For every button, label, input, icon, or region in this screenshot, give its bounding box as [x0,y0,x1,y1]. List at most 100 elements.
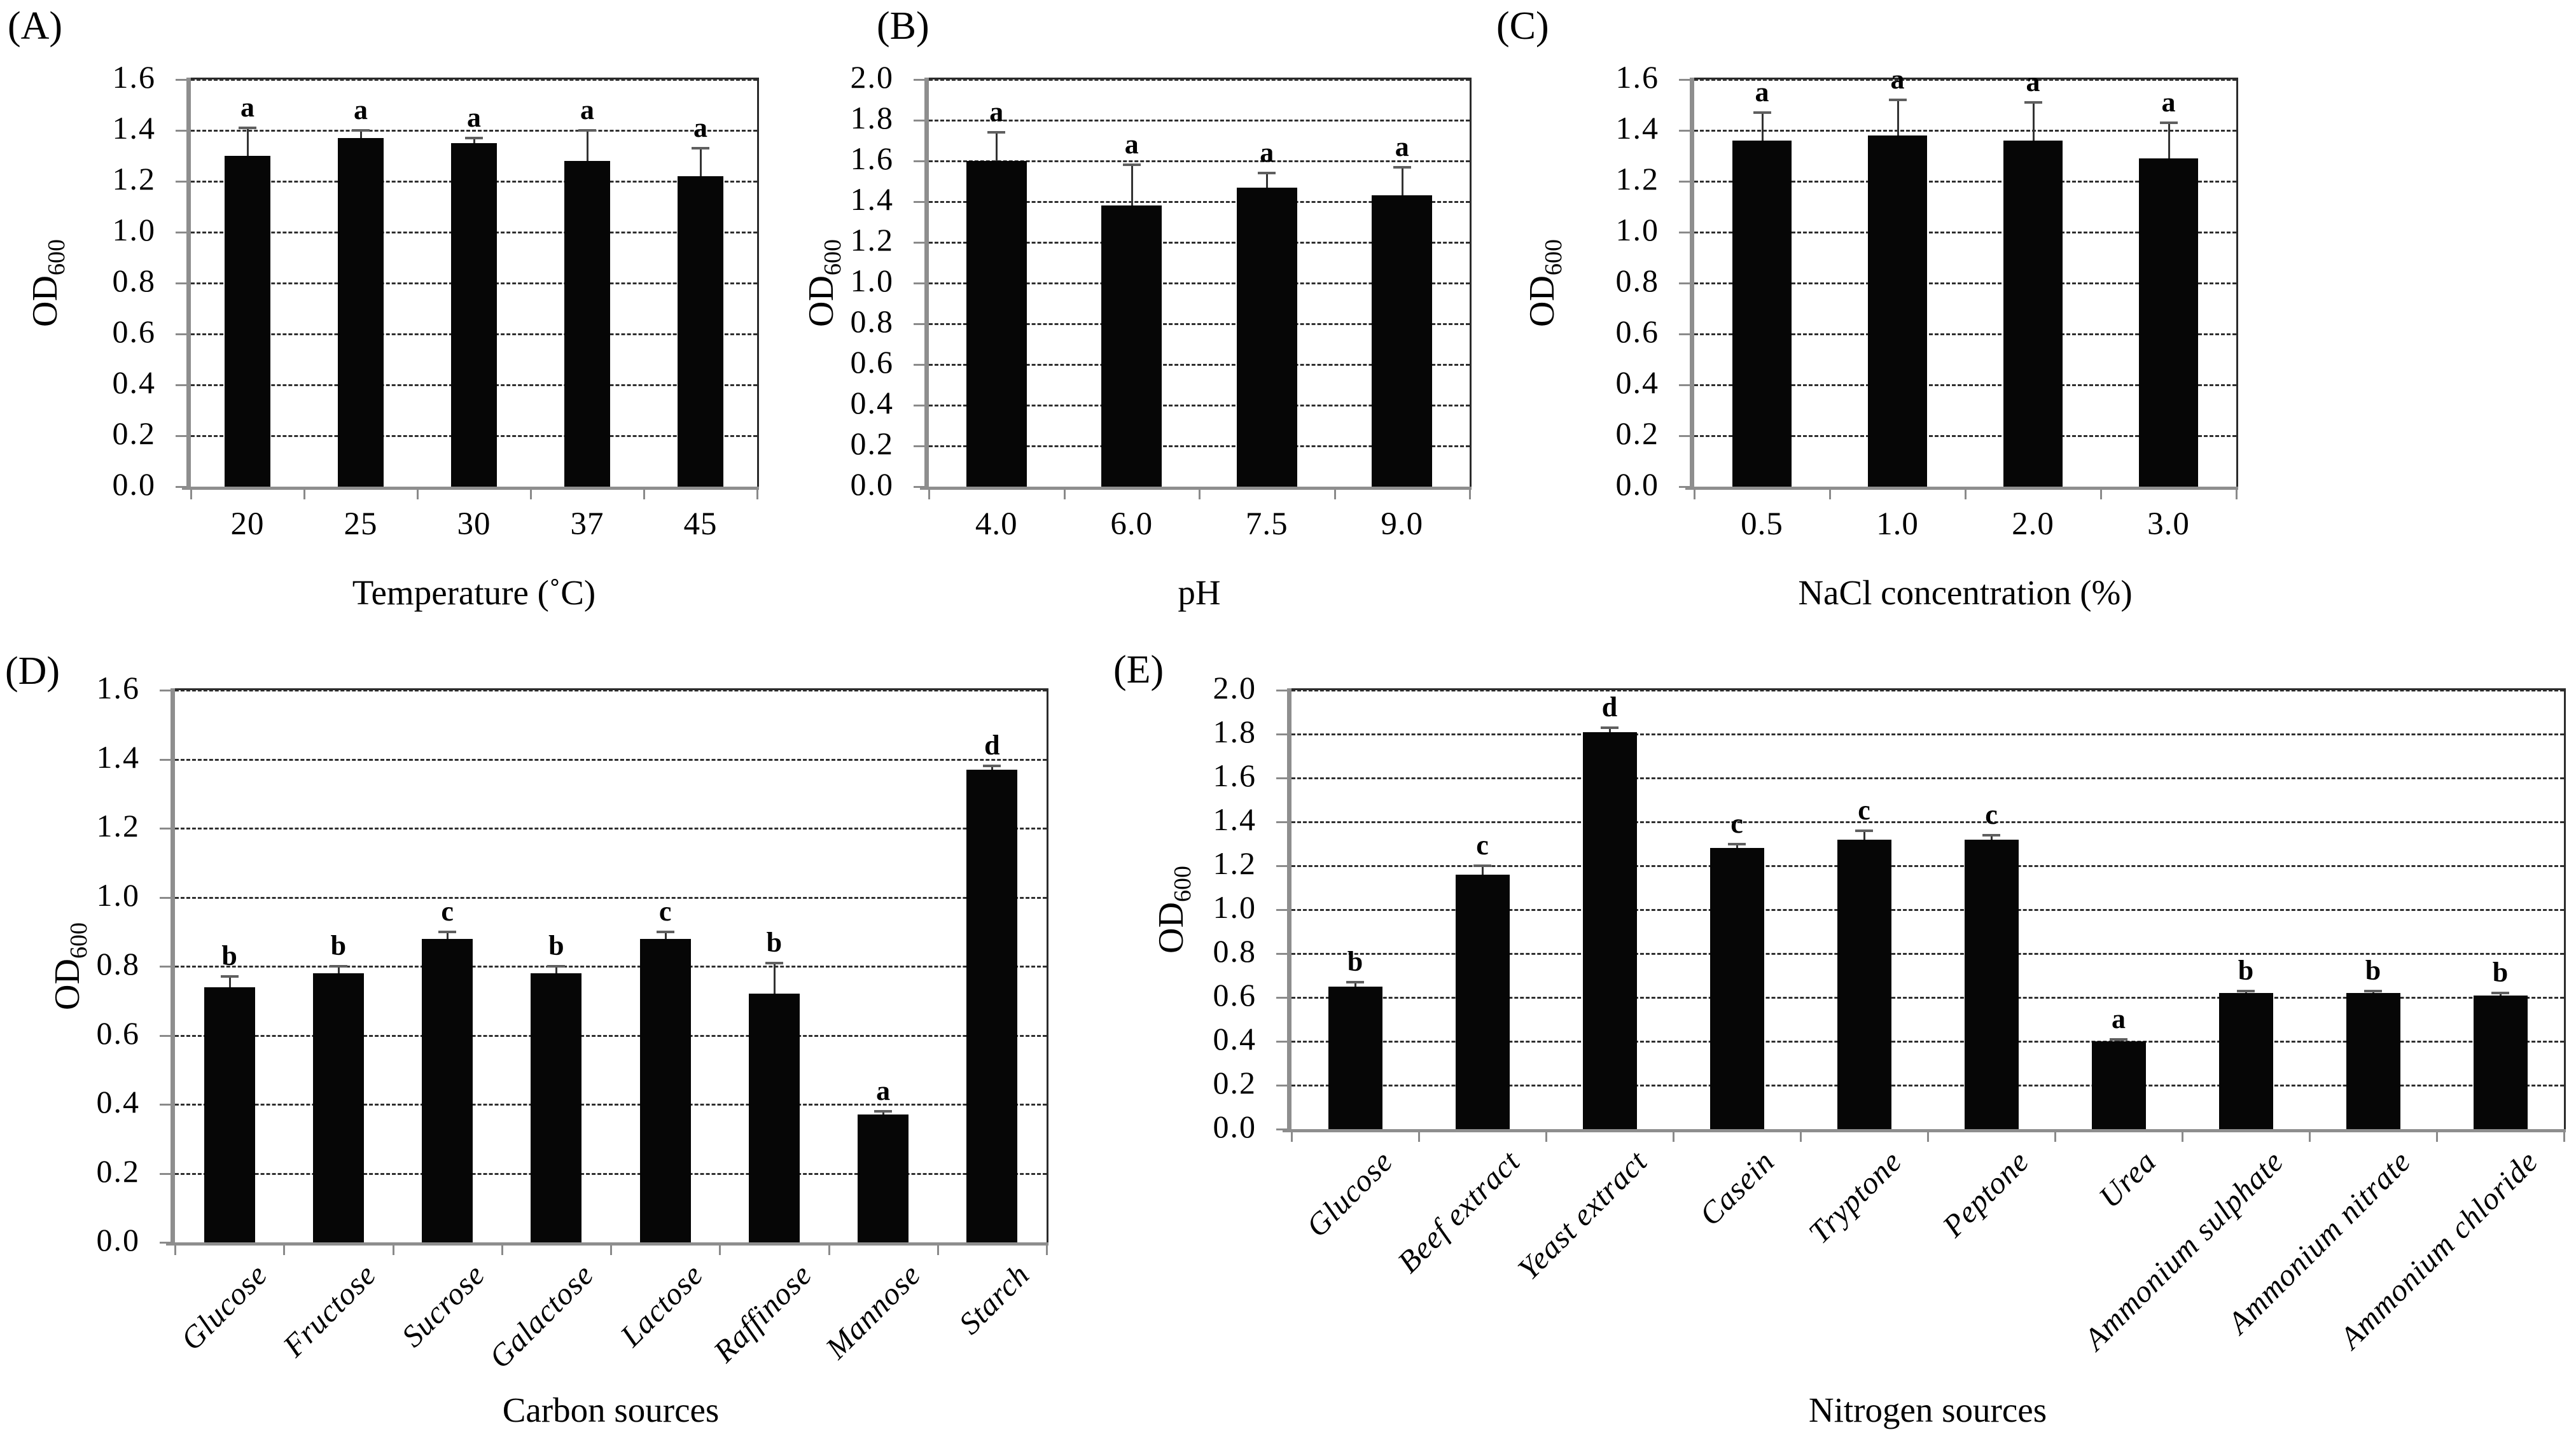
y-tick-label: 0.8 [1615,263,1659,298]
grid-line [929,201,1470,203]
y-axis-tick [1276,690,1287,691]
error-bar-cap [1346,980,1364,983]
y-axis-tick [176,232,186,233]
error-bar [1401,167,1403,196]
error-bar [337,966,340,973]
y-axis-tick [914,120,924,121]
error-bar-cap [692,147,709,149]
error-bar-cap [239,127,256,129]
error-bar [1131,165,1133,206]
plot-border-top [1287,688,2566,690]
significance-letter: b [2365,954,2381,986]
error-bar [1266,173,1269,188]
y-tick-label: 1.4 [1213,802,1257,837]
x-axis-line [1685,487,2238,490]
error-bar [555,966,558,973]
y-tick-label: 1.2 [96,808,140,844]
grid-line [1291,690,2564,691]
bar [1964,839,2019,1129]
grid-line [175,966,1047,968]
x-tick-label: 0.5 [1741,506,1783,542]
x-tick-label: Peptone [1935,1143,2036,1244]
significance-letter: b [1347,945,1363,977]
y-axis-tick [1276,821,1287,823]
x-axis-line [920,487,1472,490]
y-tick-label: 0.4 [96,1084,140,1120]
y-tick-label: 1.6 [96,670,140,705]
x-tick-label: 4.0 [975,506,1018,542]
grid-line [929,323,1470,325]
x-axis-tick [756,490,758,499]
bar [1455,874,1510,1129]
plot-area: 0.0 0.2 0.4 0.6 0.8 1.0 1.2 1.4 1.6 a 20 a 25 a 30 a 37 a… [113,59,759,542]
significance-letter: a [693,112,707,143]
plot-border-right [2564,688,2566,1129]
grid-line [175,758,1047,761]
plot-border-top [171,688,1048,690]
significance-letter: b [766,926,783,958]
x-tick-label: 3.0 [2147,506,2190,542]
error-bar [1609,727,1611,732]
grid-line [929,282,1470,284]
x-axis-tick [303,490,305,499]
x-axis-title: Temperature (˚C) [352,573,596,612]
bar [2346,993,2400,1129]
x-tick-label: 20 [230,506,265,542]
y-axis-tick [160,758,171,761]
y-axis-tick [1276,733,1287,735]
significance-letter: c [1985,798,1998,830]
bar [1709,848,1764,1129]
y-tick-label: 1.0 [96,877,140,913]
plot-border-right [2236,78,2238,487]
y-tick-label: 0.0 [850,466,894,502]
bar [2091,1041,2146,1129]
significance-letter: a [354,94,368,125]
error-bar [1482,866,1484,875]
x-tick-label: Glucose [173,1256,274,1357]
grid-line [929,120,1470,121]
x-axis-title: NaCl concentration (%) [1798,573,2133,612]
bar [422,938,473,1242]
y-axis-tick [914,323,924,325]
y-tick-label: 0.6 [96,1015,140,1051]
error-bar-cap [2491,992,2509,995]
significance-letter: b [2238,954,2254,986]
y-axis-tick [914,160,924,162]
bar [531,973,582,1242]
x-axis-tick [2309,1132,2311,1142]
y-axis-tick [160,966,171,968]
x-axis-tick [501,1246,503,1255]
y-axis-tick [176,282,186,284]
significance-letter: a [1395,130,1409,162]
x-axis-tick [1800,1132,1802,1142]
bar [312,973,364,1242]
error-bar-cap [1122,163,1141,167]
significance-letter: c [1730,807,1743,839]
significance-letter: b [221,940,237,972]
x-axis-tick [1199,490,1201,499]
y-tick-label: 1.4 [850,181,894,217]
y-axis-tick [1679,130,1690,132]
y-tick-label: 1.8 [850,100,894,135]
x-axis-tick [1673,1132,1674,1142]
error-bar [996,132,998,161]
error-bar-cap [2024,101,2042,104]
grid-line [929,445,1470,447]
significance-letter: a [989,96,1004,128]
y-axis-line [171,688,175,1246]
y-tick-label: 0.6 [850,344,894,380]
plot-border-right [1047,688,1048,1242]
panel-letter: (E) [1113,648,1164,691]
x-tick-label: Beef extract [1390,1143,1527,1280]
error-bar-cap [220,975,239,978]
significance-letter: b [330,930,347,961]
x-axis-tick [828,1246,830,1255]
grid-line [1694,130,2236,132]
plot-area: 0.0 0.2 0.4 0.6 0.8 1.0 1.2 1.4 1.6 1.8 2.0 a 4.0 a 6.… [851,59,1472,542]
y-tick-label: 1.0 [1615,212,1659,247]
y-tick-label: 0.0 [1615,466,1659,502]
y-axis-tick [914,405,924,406]
y-tick-label: 0.4 [1615,364,1659,400]
error-bar-cap [874,1109,893,1113]
x-axis-tick [2436,1132,2438,1142]
